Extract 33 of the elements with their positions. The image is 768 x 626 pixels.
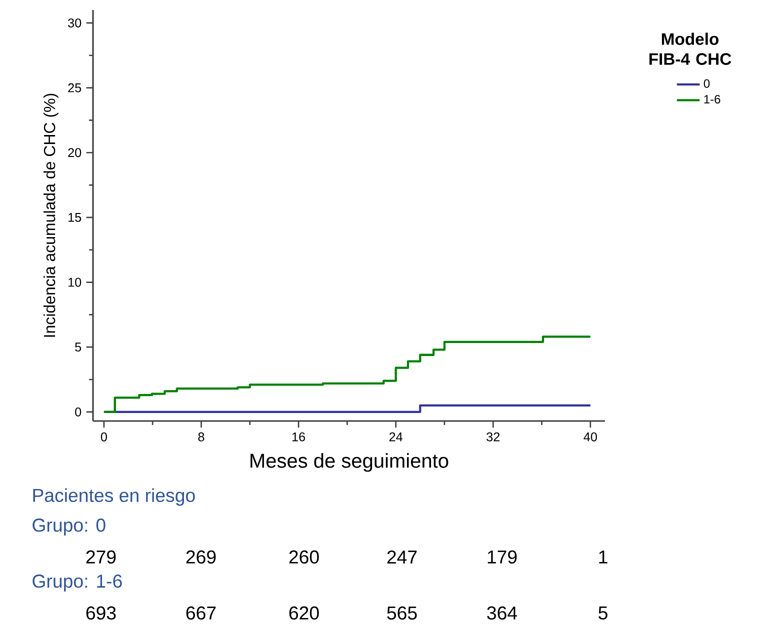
x-tick-label: 8 bbox=[198, 432, 204, 442]
legend-label: 0 bbox=[704, 79, 710, 88]
text: Grupo: 0 bbox=[32, 518, 106, 536]
text: 1 bbox=[599, 550, 608, 564]
x-tick-label: 40 bbox=[584, 432, 597, 442]
x-tick-label: 24 bbox=[389, 432, 402, 442]
x-tick-label: 16 bbox=[292, 432, 306, 442]
text: 565 bbox=[387, 606, 417, 620]
legend-label: 1-6 bbox=[704, 95, 720, 104]
text: 620 bbox=[289, 606, 319, 620]
y-tick-label: 20 bbox=[68, 148, 82, 158]
x-tick-label: 32 bbox=[486, 432, 500, 442]
text: 5 bbox=[598, 606, 608, 620]
y-tick-label: 0 bbox=[75, 407, 82, 416]
text: 693 bbox=[86, 606, 116, 620]
x-tick-label: 0 bbox=[100, 432, 107, 442]
text: Pacientes en riesgo bbox=[33, 488, 195, 506]
y-tick-label: 5 bbox=[75, 342, 82, 352]
y-tick-label: 10 bbox=[68, 278, 82, 287]
text: 279 bbox=[86, 550, 116, 564]
text: Grupo: 1-6 bbox=[32, 574, 122, 592]
text: 667 bbox=[186, 606, 216, 620]
y-axis-title: Incidencia acumulada de CHC (%) bbox=[43, 94, 58, 337]
x-axis-title: Meses de seguimiento bbox=[250, 453, 448, 472]
text: 269 bbox=[186, 550, 216, 564]
y-tick-label: 25 bbox=[68, 83, 82, 92]
y-tick-label: 30 bbox=[68, 18, 82, 28]
text: 179 bbox=[488, 550, 517, 564]
text: 364 bbox=[487, 606, 518, 620]
y-tick-label: 15 bbox=[68, 213, 82, 222]
text: 260 bbox=[289, 550, 319, 564]
legend-title: Modelo FIB-4 CHC bbox=[649, 32, 732, 65]
text: 247 bbox=[387, 550, 417, 564]
